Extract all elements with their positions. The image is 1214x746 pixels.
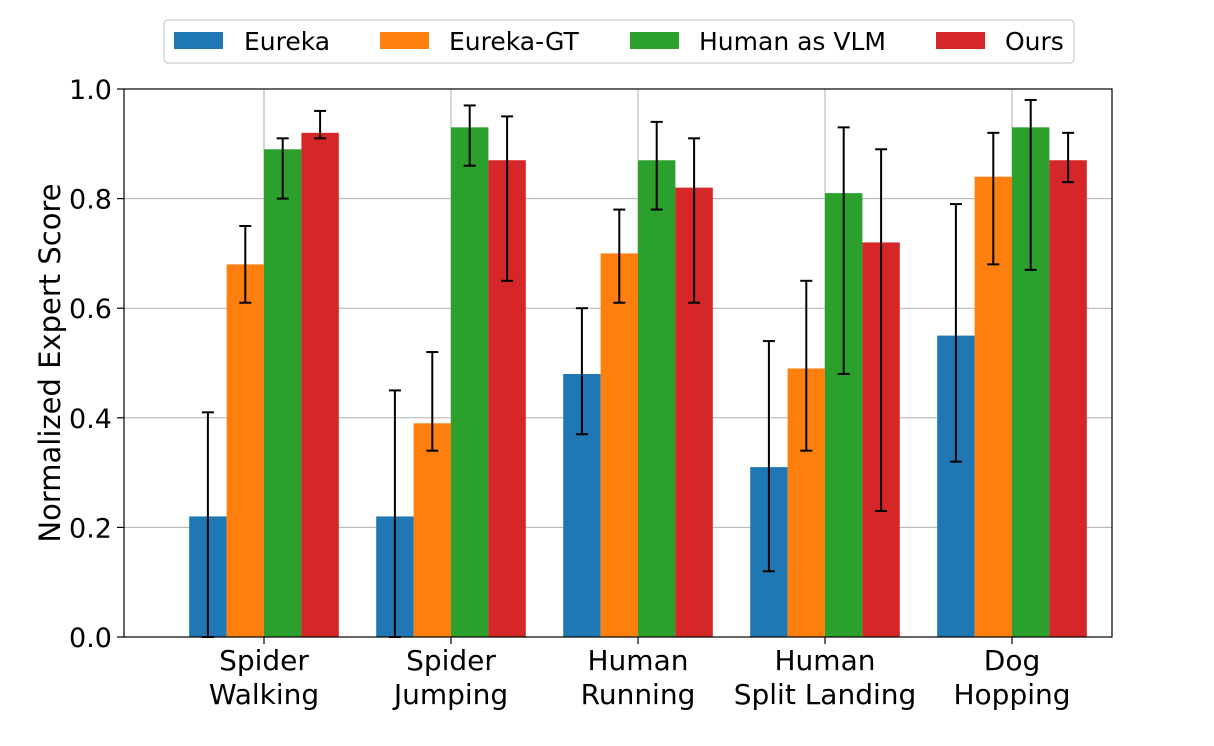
bars <box>189 127 1087 638</box>
legend-label: Ours <box>1005 27 1064 56</box>
bar-eureka-gt <box>600 253 638 637</box>
legend-swatch <box>380 32 429 49</box>
error-bars <box>201 98 1075 638</box>
x-tick-label: Spider <box>219 644 309 677</box>
y-tick-label: 0.6 <box>69 294 112 325</box>
x-tick-label: Human <box>588 644 689 677</box>
x-tick-label: Running <box>581 678 696 711</box>
y-tick-label: 0.0 <box>69 623 112 654</box>
x-axis: SpiderWalkingSpiderJumpingHumanRunningHu… <box>209 637 1071 711</box>
legend-swatch <box>630 32 679 49</box>
bar-human-as-vlm <box>264 149 302 637</box>
legend-swatch <box>936 32 985 49</box>
y-tick-label: 0.8 <box>69 185 112 216</box>
x-tick-label: Split Landing <box>734 678 917 711</box>
x-tick-label: Hopping <box>953 678 1070 711</box>
y-axis-label: Normalized Expert Score <box>33 183 67 542</box>
x-tick-label: Walking <box>209 678 319 711</box>
y-axis: 0.0 0.2 0.4 0.6 0.8 1.0 <box>69 75 124 654</box>
legend-swatch <box>174 32 223 49</box>
legend: Eureka Eureka-GT Human as VLM Ours <box>163 19 1075 64</box>
bar-eureka-gt <box>413 423 451 637</box>
bar-human-as-vlm <box>451 127 489 638</box>
legend-label: Human as VLM <box>699 27 886 56</box>
bar-ours <box>301 132 339 637</box>
plot-frame <box>123 88 1113 638</box>
y-tick-label: 1.0 <box>69 75 112 106</box>
x-tick-label: Human <box>775 644 876 677</box>
x-tick-label: Jumping <box>392 678 508 711</box>
bar-human-as-vlm <box>638 160 676 638</box>
legend-frame <box>163 19 1075 64</box>
bar-eureka-gt <box>226 264 264 637</box>
bar-ours <box>1049 160 1087 638</box>
y-tick-label: 0.2 <box>69 513 112 544</box>
legend-label: Eureka-GT <box>449 27 580 56</box>
x-tick-label: Spider <box>406 644 496 677</box>
y-tick-label: 0.4 <box>69 404 112 435</box>
x-tick-label: Dog <box>984 644 1040 677</box>
legend-label: Eureka <box>244 27 330 56</box>
